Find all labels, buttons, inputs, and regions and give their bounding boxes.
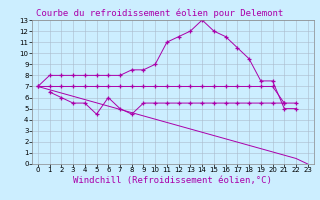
Text: Courbe du refroidissement éolien pour Delemont: Courbe du refroidissement éolien pour De… — [36, 8, 284, 18]
X-axis label: Windchill (Refroidissement éolien,°C): Windchill (Refroidissement éolien,°C) — [73, 176, 272, 185]
